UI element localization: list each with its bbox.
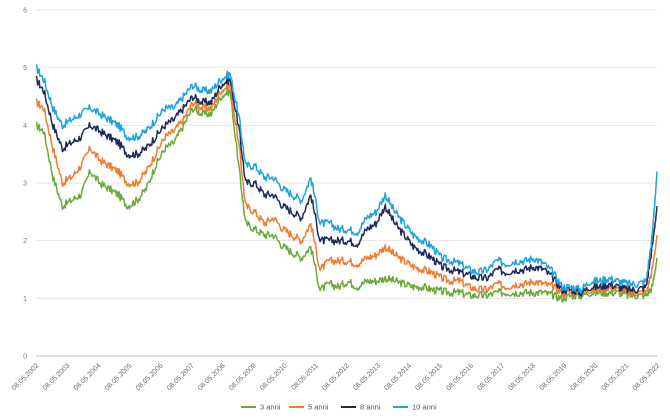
x-tick-label: 08.05.2002 [11, 362, 41, 392]
x-tick-label: 08.05.2007 [166, 362, 196, 392]
gridlines [36, 9, 657, 357]
x-axis-ticks: 08.05.2002 08.05.2003 08.05.2004 08.05.2005… [11, 362, 662, 392]
y-tick-label: 0 [23, 354, 27, 361]
x-tick-label: 08.05.2021 [601, 362, 631, 392]
series-line-10-anni [35, 64, 658, 294]
x-tick-label: 08.05.2017 [476, 362, 506, 392]
x-tick-label: 08.05.2016 [445, 362, 475, 392]
legend-label: 8 anni [360, 403, 381, 412]
x-tick-label: 08.05.2009 [228, 362, 258, 392]
series-line-3-anni [35, 87, 658, 303]
x-tick-label: 08.05.2019 [539, 362, 569, 392]
x-tick-label: 08.05.2006 [135, 362, 165, 392]
x-tick-label: 08.05.2020 [570, 362, 600, 392]
legend-label: 5 anni [308, 403, 329, 412]
y-tick-label: 5 [23, 65, 27, 72]
legend: 3 anni 5 anni 8 anni 10 anni [241, 403, 437, 412]
x-tick-label: 08.05.2010 [259, 362, 289, 392]
y-tick-label: 3 [23, 181, 27, 188]
y-tick-label: 4 [23, 123, 27, 130]
x-tick-label: 08.05.2013 [352, 362, 382, 392]
y-tick-label: 2 [23, 238, 27, 245]
y-tick-label: 6 [23, 8, 27, 15]
x-tick-label: 08.05.2003 [42, 362, 72, 392]
series-lines [35, 64, 658, 303]
x-tick-label: 08.05.2008 [197, 362, 227, 392]
x-tick-label: 08.05.2014 [383, 362, 413, 392]
x-tick-label: 08.05.2012 [321, 362, 351, 392]
y-axis-ticks: 0 1 2 3 4 5 6 [23, 8, 27, 361]
x-tick-label: 08.05.2022 [632, 362, 662, 392]
y-tick-label: 1 [23, 296, 27, 303]
series-line-8-anni [35, 75, 658, 297]
x-tick-label: 08.05.2004 [73, 362, 103, 392]
x-tick-label: 08.05.2011 [291, 362, 320, 391]
x-tick-label: 08.05.2015 [414, 362, 444, 392]
x-tick-label: 08.05.2005 [104, 362, 134, 392]
legend-label: 3 anni [260, 403, 281, 412]
series-line-5-anni [35, 82, 658, 297]
legend-label: 10 anni [412, 403, 437, 412]
x-tick-label: 08.05.2018 [507, 362, 537, 392]
